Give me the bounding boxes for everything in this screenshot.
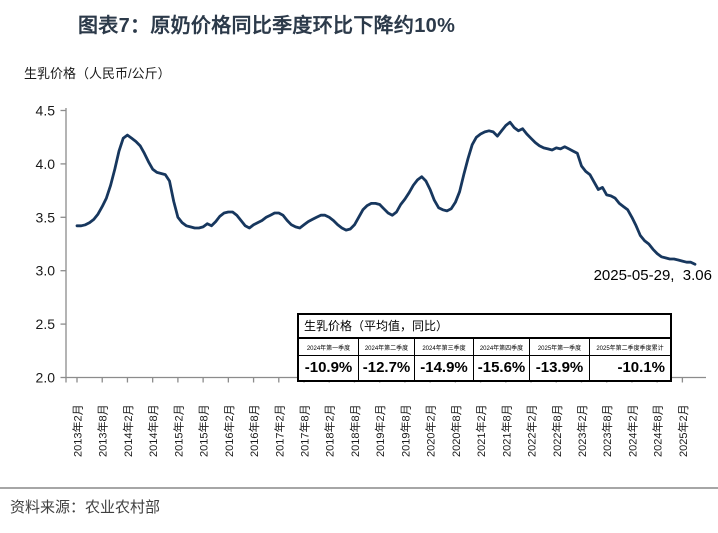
x-tick-label: 2017年2月: [272, 404, 286, 457]
y-tick-label: 4.5: [36, 103, 56, 119]
yoy-table-title: 生乳价格（平均值，同比）: [299, 315, 670, 339]
x-tick-label: 2021年8月: [499, 404, 513, 457]
yoy-table-value: -14.9%: [414, 356, 473, 380]
x-tick-label: 2025年2月: [676, 404, 690, 457]
x-tick-label: 2019年2月: [373, 404, 387, 457]
x-tick-label: 2014年2月: [121, 404, 135, 457]
x-tick-label: 2013年2月: [71, 404, 85, 457]
x-tick-label: 2013年8月: [96, 404, 110, 457]
footer-divider: [0, 487, 718, 489]
x-tick-label: 2017年8月: [298, 404, 312, 457]
x-tick-label: 2014年8月: [146, 404, 160, 457]
yoy-table-col-header: 2024年第四季度: [473, 339, 529, 355]
source-note: 资料来源：农业农村部: [10, 499, 161, 516]
yoy-table-col-header: 2024年第三季度: [414, 339, 473, 355]
yoy-table-value: -15.6%: [473, 356, 529, 380]
last-point-annotation: 2025-05-29, 3.06: [593, 267, 712, 284]
yoy-table-col-header: 2025年第二季度季度累计: [589, 339, 670, 355]
x-tick-label: 2022年8月: [550, 404, 564, 457]
yoy-table-col-header: 2024年第一季度: [306, 346, 351, 352]
yoy-table-value: -12.7%: [358, 356, 414, 380]
x-tick-label: 2023年8月: [600, 404, 614, 457]
yoy-table: 生乳价格（平均值，同比） 2024年第一季度 2024年第二季度 2024年第三季度…: [297, 313, 672, 382]
x-tick-label: 2020年8月: [449, 404, 463, 457]
yoy-table-value: -10.9%: [304, 359, 353, 376]
figure-title: 图表7：原奶价格同比季度环比下降约10%: [78, 15, 456, 37]
y-tick-label: 3.5: [36, 209, 56, 225]
yoy-table-values-row: -10.9% -12.7% -14.9% -15.6% -13.9% -10.1%: [299, 356, 670, 380]
yoy-table-header-row: 2024年第一季度 2024年第二季度 2024年第三季度 2024年第四季度 2025…: [299, 339, 670, 356]
price-series-line: [75, 120, 697, 266]
yoy-table-value: -13.9%: [529, 356, 589, 380]
y-tick-label: 4.0: [36, 156, 56, 172]
x-tick-label: 2018年2月: [323, 404, 337, 457]
x-tick-label: 2024年2月: [625, 404, 639, 457]
y-tick-label: 2.5: [36, 316, 56, 332]
yoy-table-col-header: 2025年第一季度: [529, 339, 589, 355]
y-tick-label: 3.0: [36, 263, 56, 279]
x-tick-label: 2016年2月: [222, 404, 236, 457]
yoy-table-value: -10.1%: [589, 356, 670, 380]
raw-milk-price-line-chart: 2.0 2.5 3.0 3.5 4.0 4.5 2013年2月 2013年8月 2014年2月 2…: [36, 103, 706, 457]
x-tick-label: 2015年2月: [171, 404, 185, 457]
x-tick-label: 2020年2月: [424, 404, 438, 457]
y-tick-label: 2.0: [36, 370, 56, 386]
yoy-table-col-header: 2024年第二季度: [358, 339, 414, 355]
x-tick-label: 2024年8月: [651, 404, 665, 457]
x-tick-label: 2018年8月: [348, 404, 362, 457]
x-tick-label: 2019年8月: [398, 404, 412, 457]
x-tick-label: 2023年2月: [575, 404, 589, 457]
x-tick-label: 2015年8月: [197, 404, 211, 457]
x-tick-label: 2016年8月: [247, 404, 261, 457]
x-tick-label: 2021年2月: [474, 404, 488, 457]
x-tick-label: 2022年2月: [525, 404, 539, 457]
y-axis-unit-label: 生乳价格（人民币/公斤）: [24, 66, 171, 81]
